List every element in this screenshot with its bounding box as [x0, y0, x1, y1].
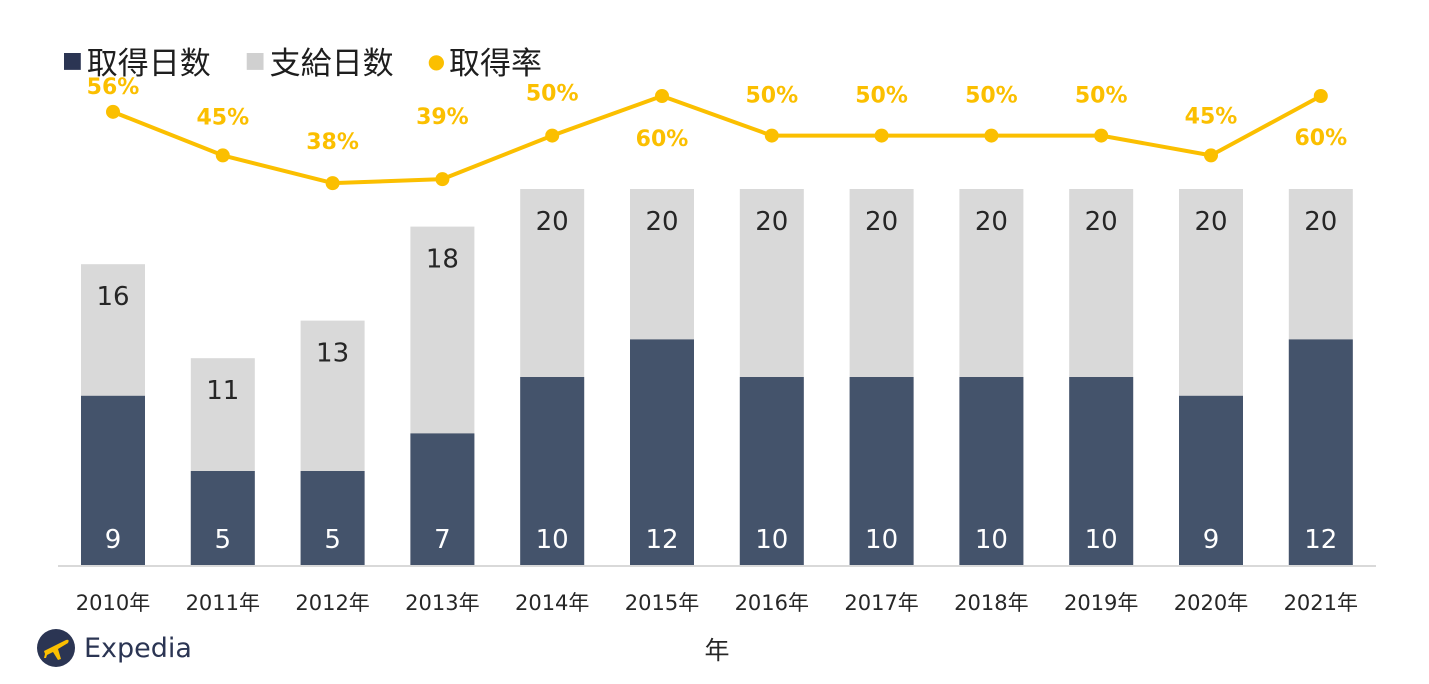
legend: ■ 取得日数 ■ 支給日数 ● 取得率: [62, 38, 576, 83]
rate-point: [764, 128, 779, 143]
rate-point: [1204, 148, 1218, 163]
taken-bar: [630, 339, 694, 565]
legend-marker-rate: ●: [427, 48, 446, 73]
legend-item-taken: ■ 取得日数: [62, 38, 211, 83]
taken-value-label: 12: [645, 525, 678, 555]
given-value-label: 20: [865, 207, 898, 237]
rate-point: [106, 104, 120, 119]
rate-value-label: 56%: [87, 75, 140, 100]
rate-line: [112, 94, 1322, 186]
rate-value-label: 50%: [745, 84, 798, 109]
rate-value-label: 45%: [1185, 104, 1238, 129]
rate-value-label: 50%: [855, 84, 908, 109]
x-tick-label: 2021年: [1284, 591, 1358, 615]
x-tick-label: 2011年: [186, 591, 260, 615]
x-tick-label: 2012年: [295, 591, 369, 615]
rate-point: [545, 128, 560, 143]
taken-bar: [1179, 395, 1243, 565]
x-tick-label: 2016年: [735, 591, 809, 615]
taken-bar: [849, 377, 914, 565]
taken-bar: [1069, 377, 1134, 565]
given-value-label: 13: [316, 339, 349, 369]
rate-point: [1313, 89, 1328, 103]
x-axis-label: 年: [704, 636, 729, 665]
taken-bar: [300, 471, 365, 565]
taken-value-label: 5: [324, 525, 341, 555]
rate-value-label: 60%: [636, 127, 689, 152]
taken-value-label: 10: [865, 525, 898, 555]
legend-label-rate: 取得率: [449, 46, 543, 82]
given-value-label: 11: [206, 376, 239, 406]
legend-item-rate: ● 取得率: [428, 38, 542, 83]
rate-value-label: 50%: [965, 84, 1018, 109]
taken-bars: [81, 339, 1353, 565]
legend-marker-given: ■: [244, 48, 266, 73]
taken-value-label: 12: [1304, 525, 1337, 555]
x-tick-label: 2013年: [405, 591, 479, 615]
given-value-label: 20: [1194, 207, 1227, 237]
given-bars: [81, 189, 1353, 565]
rate-point: [655, 89, 669, 103]
taken-bar: [739, 377, 804, 565]
given-value-label: 20: [755, 207, 788, 237]
taken-bar: [410, 433, 475, 565]
taken-value-label: 10: [1085, 525, 1118, 555]
data-labels: 9 16 5 11 5 13 7 18 10 20 12 20 10 20 10 20 10 20 10 20 9 20 1…: [87, 75, 1347, 555]
rate-point: [435, 172, 450, 187]
taken-bar: [81, 395, 145, 565]
brand-logo: Expedia: [36, 628, 192, 668]
x-tick-label: 2018年: [954, 591, 1028, 615]
rate-value-label: 60%: [1294, 126, 1347, 151]
given-value-label: 16: [96, 282, 129, 312]
legend-marker-taken: ■: [62, 48, 83, 73]
rate-value-label: 50%: [526, 82, 579, 107]
x-tick-label: 2019年: [1064, 591, 1138, 615]
given-value-label: 20: [645, 207, 678, 237]
rate-point: [1094, 128, 1109, 143]
given-value-label: 20: [1085, 207, 1118, 237]
rate-point: [215, 148, 230, 163]
x-tick-label: 2010年: [76, 591, 150, 615]
taken-value-label: 10: [536, 525, 569, 555]
rate-value-label: 38%: [306, 130, 359, 155]
rate-value-label: 50%: [1075, 84, 1128, 109]
airplane-icon: [37, 629, 75, 667]
given-value-label: 20: [1304, 207, 1337, 237]
x-tick-label: 2020年: [1174, 591, 1248, 615]
taken-value-label: 5: [215, 525, 232, 555]
x-tick-label: 2017年: [844, 591, 918, 615]
taken-bar: [520, 377, 585, 565]
taken-value-label: 7: [434, 525, 451, 555]
rate-value-label: 39%: [416, 105, 469, 130]
taken-bar: [1288, 339, 1353, 565]
taken-bar: [190, 471, 255, 565]
rate-value-label: 45%: [196, 105, 249, 130]
taken-value-label: 9: [105, 525, 122, 555]
rate-line-group: [106, 89, 1328, 191]
rate-point: [984, 128, 999, 143]
x-tick-labels: 2010年 2011年 2012年 2013年 2014年 2015年 2016年 2017年…: [76, 591, 1358, 615]
rate-point: [325, 176, 340, 191]
legend-label-given: 支給日数: [269, 46, 394, 82]
legend-label-taken: 取得日数: [86, 46, 211, 82]
x-tick-label: 2014年: [515, 591, 589, 615]
taken-bar: [959, 377, 1024, 565]
brand-name: Expedia: [84, 632, 192, 664]
taken-value-label: 10: [975, 525, 1008, 555]
legend-item-given: ■ 支給日数: [245, 38, 394, 83]
taken-value-label: 9: [1203, 525, 1220, 555]
given-value-label: 20: [536, 207, 569, 237]
given-value-label: 18: [426, 245, 459, 275]
x-tick-label: 2015年: [625, 591, 699, 615]
taken-value-label: 10: [755, 525, 788, 555]
given-value-label: 20: [975, 207, 1008, 237]
rate-point: [874, 128, 889, 143]
